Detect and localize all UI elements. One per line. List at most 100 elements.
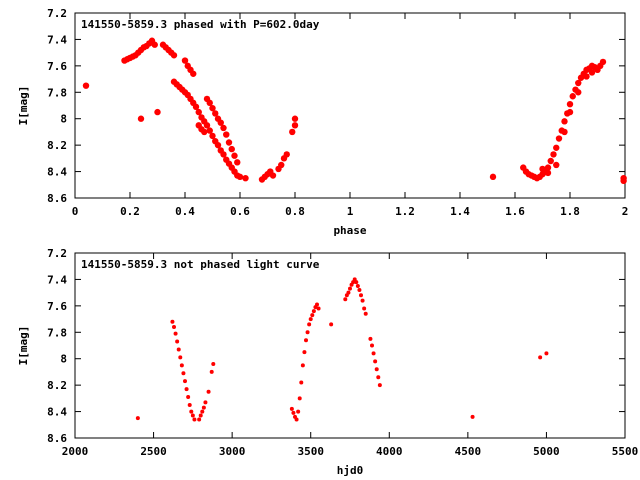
y-tick-label: 8.6 (47, 432, 67, 445)
data-point (357, 288, 362, 292)
y-tick-label: 7.6 (47, 60, 67, 73)
data-point (620, 177, 627, 185)
data-point (307, 322, 312, 327)
y-tick-label: 7.4 (47, 273, 67, 286)
y-tick-label: 8.2 (47, 379, 67, 392)
y-tick-label: 7.8 (47, 326, 67, 339)
data-point (173, 331, 178, 336)
data-point (360, 298, 365, 303)
data-point (223, 131, 230, 138)
data-point (209, 369, 214, 374)
y-tick-label: 7.4 (47, 33, 67, 46)
data-point (181, 371, 186, 376)
x-tick-label: 0.2 (120, 205, 140, 218)
data-point (296, 409, 301, 414)
data-point (368, 336, 373, 341)
data-point (299, 380, 304, 385)
data-point (362, 306, 367, 311)
data-point (346, 290, 351, 295)
x-tick-label: 4500 (455, 445, 482, 458)
data-point (363, 311, 368, 316)
x-tick-label: 5000 (533, 445, 560, 458)
data-point (186, 395, 191, 400)
data-point (544, 169, 552, 177)
data-point (544, 351, 549, 356)
data-point (561, 128, 568, 136)
x-tick-label: 5500 (612, 445, 639, 458)
data-point (315, 302, 319, 307)
x-tick-label: 2 (622, 205, 629, 218)
data-point (547, 157, 554, 165)
x-tick-label: 3500 (297, 445, 324, 458)
y-tick-label: 7.6 (47, 300, 67, 313)
data-point (575, 89, 582, 96)
data-point (354, 280, 359, 285)
x-tick-label: 1 (347, 205, 354, 218)
data-point (489, 173, 497, 181)
data-point (269, 172, 277, 179)
data-point (225, 139, 233, 146)
data-point (154, 108, 161, 116)
data-point (329, 322, 334, 327)
data-point (555, 135, 563, 142)
data-point (82, 82, 90, 89)
data-point (359, 293, 363, 298)
data-point (179, 363, 184, 368)
data-point (308, 317, 313, 322)
data-point (553, 144, 560, 151)
data-point (206, 389, 211, 394)
data-point (211, 362, 216, 366)
data-point (470, 414, 475, 419)
data-point (283, 151, 290, 158)
data-point (550, 151, 557, 158)
data-point (289, 128, 296, 136)
data-point (190, 70, 197, 77)
data-point (569, 93, 576, 100)
y-tick-label: 7.8 (47, 86, 67, 99)
data-point (588, 69, 596, 76)
data-point (135, 416, 140, 421)
data-point (197, 417, 202, 422)
x-axis-label: hjd0 (337, 464, 364, 477)
y-tick-label: 8 (60, 113, 67, 126)
data-point (172, 325, 176, 329)
data-point (203, 122, 211, 129)
data-point (181, 57, 189, 64)
data-point (291, 410, 296, 415)
data-point (200, 409, 205, 414)
data-point (538, 355, 543, 360)
data-point (231, 152, 238, 159)
data-point (297, 396, 302, 401)
unphased-light-curve-panel: 2000 2500 3000 3500 4000 4500 5000 5500 7.2 7.4 7.… (17, 247, 638, 477)
data-point (228, 145, 235, 153)
data-point (190, 413, 195, 418)
data-point (201, 128, 208, 136)
data-point (544, 164, 552, 171)
y-tick-label: 8.6 (47, 192, 67, 205)
y-tick-label: 7.2 (47, 247, 67, 260)
y-axis-label: I[mag] (17, 86, 30, 126)
data-point (373, 359, 378, 364)
data-point (539, 165, 546, 173)
data-point (206, 127, 213, 134)
data-point (214, 141, 222, 149)
data-point (212, 110, 219, 117)
data-point (209, 104, 216, 112)
x-tick-label: 4000 (376, 445, 403, 458)
data-point (170, 319, 175, 324)
y-tick-label: 8.4 (47, 406, 67, 419)
x-tick-label: 0.6 (230, 205, 250, 218)
x-tick-label: 0.4 (175, 205, 195, 218)
x-tick-label: 1.4 (450, 205, 470, 218)
x-tick-label: 1.6 (505, 205, 525, 218)
data-point (553, 161, 560, 169)
data-point (192, 417, 197, 422)
data-point (305, 330, 310, 335)
data-point (209, 132, 216, 140)
data-point (289, 406, 294, 411)
data-point (217, 119, 224, 126)
data-point (198, 413, 203, 418)
data-point (137, 115, 145, 122)
data-point (566, 108, 574, 116)
